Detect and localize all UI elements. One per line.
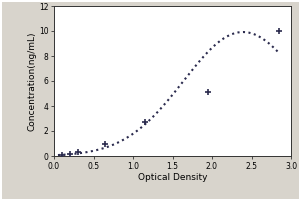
X-axis label: Optical Density: Optical Density	[138, 173, 207, 182]
Y-axis label: Concentration(ng/mL): Concentration(ng/mL)	[27, 31, 36, 131]
